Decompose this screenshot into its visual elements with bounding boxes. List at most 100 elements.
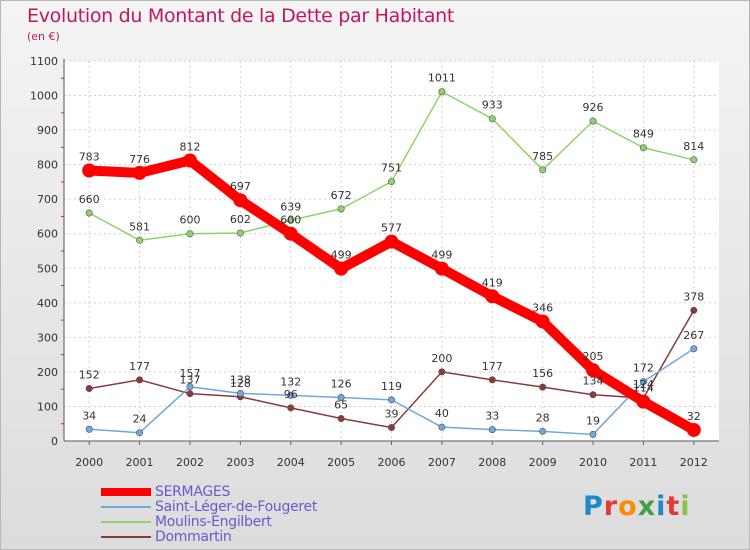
data-point-saint-leger xyxy=(387,396,395,404)
data-label-moulins: 660 xyxy=(79,193,100,206)
data-label-sermages: 32 xyxy=(687,410,701,423)
data-point-saint-leger xyxy=(690,345,698,353)
x-tick-label: 2001 xyxy=(126,456,154,469)
data-label-dommartin: 96 xyxy=(284,388,298,401)
data-label-moulins: 814 xyxy=(683,140,704,153)
x-tick-label: 2007 xyxy=(428,456,456,469)
legend-swatch-dommartin xyxy=(101,536,151,538)
data-point-saint-leger xyxy=(438,423,446,431)
data-label-sermages: 783 xyxy=(79,151,100,164)
data-label-moulins: 849 xyxy=(633,128,654,141)
data-label-sermages: 419 xyxy=(482,276,503,289)
x-tick-label: 2008 xyxy=(478,456,506,469)
data-label-moulins: 751 xyxy=(381,162,402,175)
data-label-dommartin: 177 xyxy=(482,360,503,373)
data-point-saint-leger xyxy=(287,391,295,399)
data-point-dommartin xyxy=(387,424,395,432)
y-tick-label: 600 xyxy=(37,228,58,241)
data-point-moulins xyxy=(287,216,295,224)
data-point-saint-leger xyxy=(85,425,93,433)
x-tick-label: 2002 xyxy=(176,456,204,469)
data-label-sermages: 600 xyxy=(280,214,301,227)
y-tick-label: 400 xyxy=(37,297,58,310)
data-label-sermages: 577 xyxy=(381,222,402,235)
data-label-dommartin: 39 xyxy=(385,408,399,421)
data-label-moulins: 602 xyxy=(230,213,251,226)
y-tick-label: 300 xyxy=(37,331,58,344)
data-point-moulins xyxy=(589,117,597,125)
data-point-dommartin xyxy=(438,368,446,376)
data-label-saint-leger: 172 xyxy=(633,362,654,375)
data-label-moulins: 785 xyxy=(532,150,553,163)
y-tick-label: 500 xyxy=(37,262,58,275)
data-point-sermages xyxy=(283,226,298,241)
data-label-sermages: 776 xyxy=(129,153,150,166)
data-point-saint-leger xyxy=(136,429,144,437)
data-label-moulins: 581 xyxy=(129,220,150,233)
data-point-sermages xyxy=(334,261,349,276)
data-point-moulins xyxy=(337,205,345,213)
legend-label-sermages: SERMAGES xyxy=(155,484,231,500)
y-tick-label: 700 xyxy=(37,193,58,206)
logo-letter: i xyxy=(680,491,691,522)
data-label-dommartin: 134 xyxy=(583,375,604,388)
data-point-dommartin xyxy=(85,384,93,392)
data-point-saint-leger xyxy=(639,378,647,386)
data-label-saint-leger: 28 xyxy=(536,411,550,424)
data-label-saint-leger: 34 xyxy=(82,409,96,422)
data-point-moulins xyxy=(488,115,496,123)
data-point-dommartin xyxy=(488,376,496,384)
data-point-sermages xyxy=(132,165,147,180)
data-point-dommartin xyxy=(690,306,698,314)
x-tick-label: 2010 xyxy=(579,456,607,469)
data-label-sermages: 499 xyxy=(431,249,452,262)
y-tick-label: 800 xyxy=(37,159,58,172)
data-label-saint-leger: 132 xyxy=(280,375,301,388)
y-tick-label: 0 xyxy=(51,435,58,448)
y-tick-label: 1100 xyxy=(30,55,58,68)
data-label-saint-leger: 19 xyxy=(586,414,600,427)
data-label-saint-leger: 267 xyxy=(683,329,704,342)
data-label-saint-leger: 119 xyxy=(381,380,402,393)
data-label-saint-leger: 40 xyxy=(435,407,449,420)
data-point-moulins xyxy=(136,236,144,244)
data-point-moulins xyxy=(186,230,194,238)
data-label-moulins: 672 xyxy=(331,189,352,202)
logo-letter: x xyxy=(637,491,657,522)
legend-item-sermages: SERMAGES xyxy=(101,484,461,500)
legend-swatch-saint-leger xyxy=(101,506,151,508)
data-point-sermages xyxy=(485,289,500,304)
data-label-saint-leger: 24 xyxy=(133,413,147,426)
x-tick-label: 2006 xyxy=(378,456,406,469)
legend-swatch-moulins xyxy=(101,521,151,523)
data-point-saint-leger xyxy=(337,393,345,401)
legend-label-dommartin: Dommartin xyxy=(155,529,232,545)
data-label-sermages: 346 xyxy=(532,301,553,314)
logo-letter: P xyxy=(583,491,604,522)
x-tick-label: 2012 xyxy=(680,456,708,469)
data-label-sermages: 812 xyxy=(179,140,200,153)
data-point-dommartin xyxy=(539,383,547,391)
data-point-moulins xyxy=(539,166,547,174)
data-label-dommartin: 200 xyxy=(431,352,452,365)
data-point-sermages xyxy=(182,153,197,168)
data-point-sermages xyxy=(82,163,97,178)
y-tick-label: 1000 xyxy=(30,90,58,103)
data-point-moulins xyxy=(387,178,395,186)
chart-title: Evolution du Montant de la Dette par Hab… xyxy=(27,5,455,27)
proxiti-logo: Proxiti xyxy=(583,491,691,522)
data-label-sermages: 205 xyxy=(583,350,604,363)
legend-label-saint-leger: Saint-Léger-de-Fougeret xyxy=(155,499,318,515)
data-point-dommartin xyxy=(136,376,144,384)
legend-item-dommartin: Dommartin xyxy=(101,529,461,545)
data-label-dommartin: 177 xyxy=(129,360,150,373)
y-tick-label: 100 xyxy=(37,400,58,413)
y-tick-label: 200 xyxy=(37,366,58,379)
data-point-sermages xyxy=(636,394,651,409)
data-point-moulins xyxy=(639,144,647,152)
data-point-sermages xyxy=(535,314,550,329)
data-point-dommartin xyxy=(589,391,597,399)
logo-letter: i xyxy=(656,491,667,522)
